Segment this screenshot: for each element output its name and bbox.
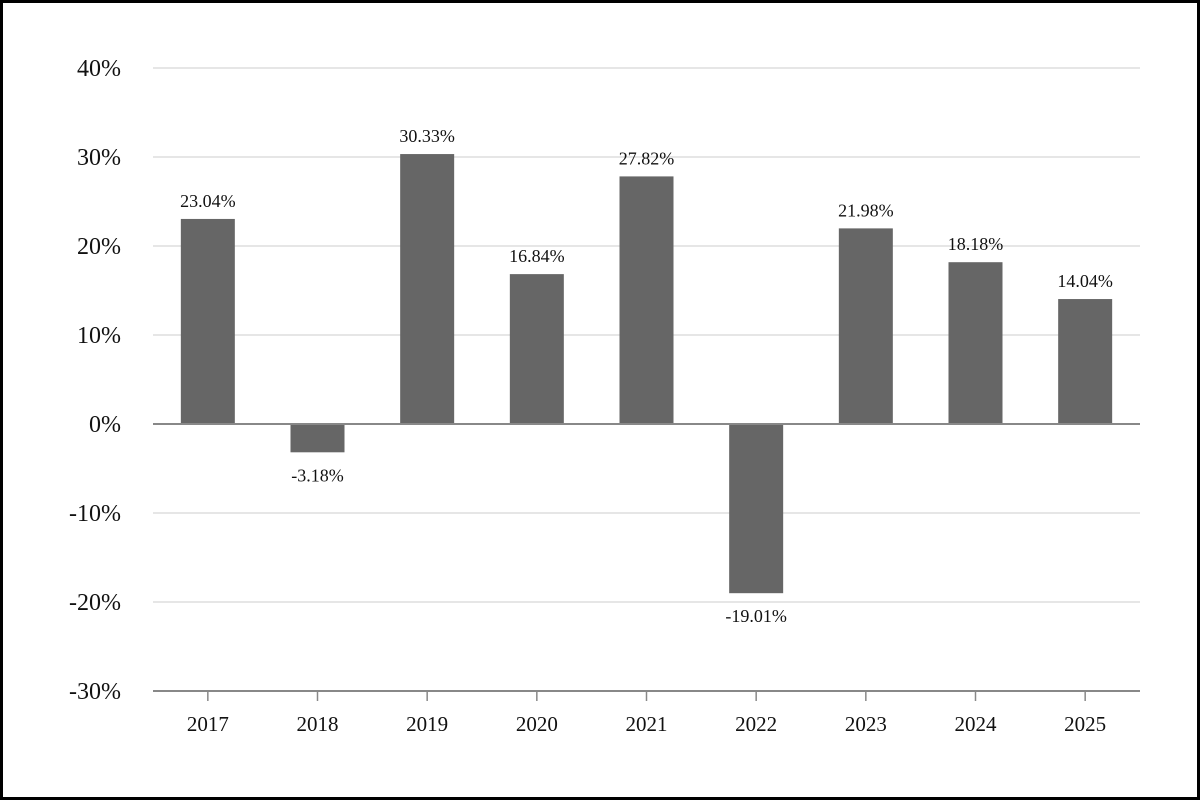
data-label: 23.04% xyxy=(180,191,236,211)
y-tick-label: -30% xyxy=(69,679,121,705)
bar xyxy=(180,218,235,424)
data-label: -3.18% xyxy=(291,465,344,485)
x-tick-label: 2017 xyxy=(187,712,229,736)
data-label: 30.33% xyxy=(399,126,455,146)
x-tick-label: 2018 xyxy=(297,712,339,736)
y-tick-label: 10% xyxy=(77,323,121,349)
bar xyxy=(290,424,345,453)
y-tick-label: 40% xyxy=(77,56,121,82)
y-tick-label: 20% xyxy=(77,234,121,260)
x-tick-label: 2020 xyxy=(516,712,558,736)
y-tick-label: -20% xyxy=(69,590,121,616)
data-label: 16.84% xyxy=(509,246,565,266)
data-label: 14.04% xyxy=(1057,271,1113,291)
x-tick-label: 2022 xyxy=(735,712,777,736)
axes xyxy=(153,423,1140,701)
x-tick-label: 2019 xyxy=(406,712,448,736)
data-label: -19.01% xyxy=(725,606,787,626)
bar xyxy=(1058,299,1113,424)
bar-chart: 40%30%20%10%0%-10%-20%-30% 2017 2018 2019 2… xyxy=(69,56,1140,736)
data-label: 18.18% xyxy=(948,234,1004,254)
data-labels: 23.04% -3.18% 30.33% 16.84% 27.82% -19.01% 21.… xyxy=(180,126,1113,626)
bar xyxy=(838,228,893,424)
x-tick-label: 2025 xyxy=(1064,712,1106,736)
x-tick-label: 2024 xyxy=(955,712,998,736)
bar xyxy=(400,154,455,425)
y-axis-tick-labels: 40% 30% 20% 10% 0% -10% -20% -30% xyxy=(69,56,121,705)
bar xyxy=(729,424,784,594)
x-axis-tick-labels: 2017 2018 2019 2020 2021 2022 2023 2024 2025 xyxy=(187,712,1106,736)
bar xyxy=(619,176,674,424)
x-tick-label: 2021 xyxy=(626,712,668,736)
data-label: 27.82% xyxy=(619,148,675,168)
bar xyxy=(509,274,564,424)
x-tick-label: 2023 xyxy=(845,712,887,736)
y-tick-label: 0% xyxy=(89,412,121,438)
y-tick-label: -10% xyxy=(69,501,121,527)
y-tick-label: 30% xyxy=(77,145,121,171)
bar xyxy=(948,262,1003,424)
bars xyxy=(180,154,1113,594)
data-label: 21.98% xyxy=(838,200,894,220)
